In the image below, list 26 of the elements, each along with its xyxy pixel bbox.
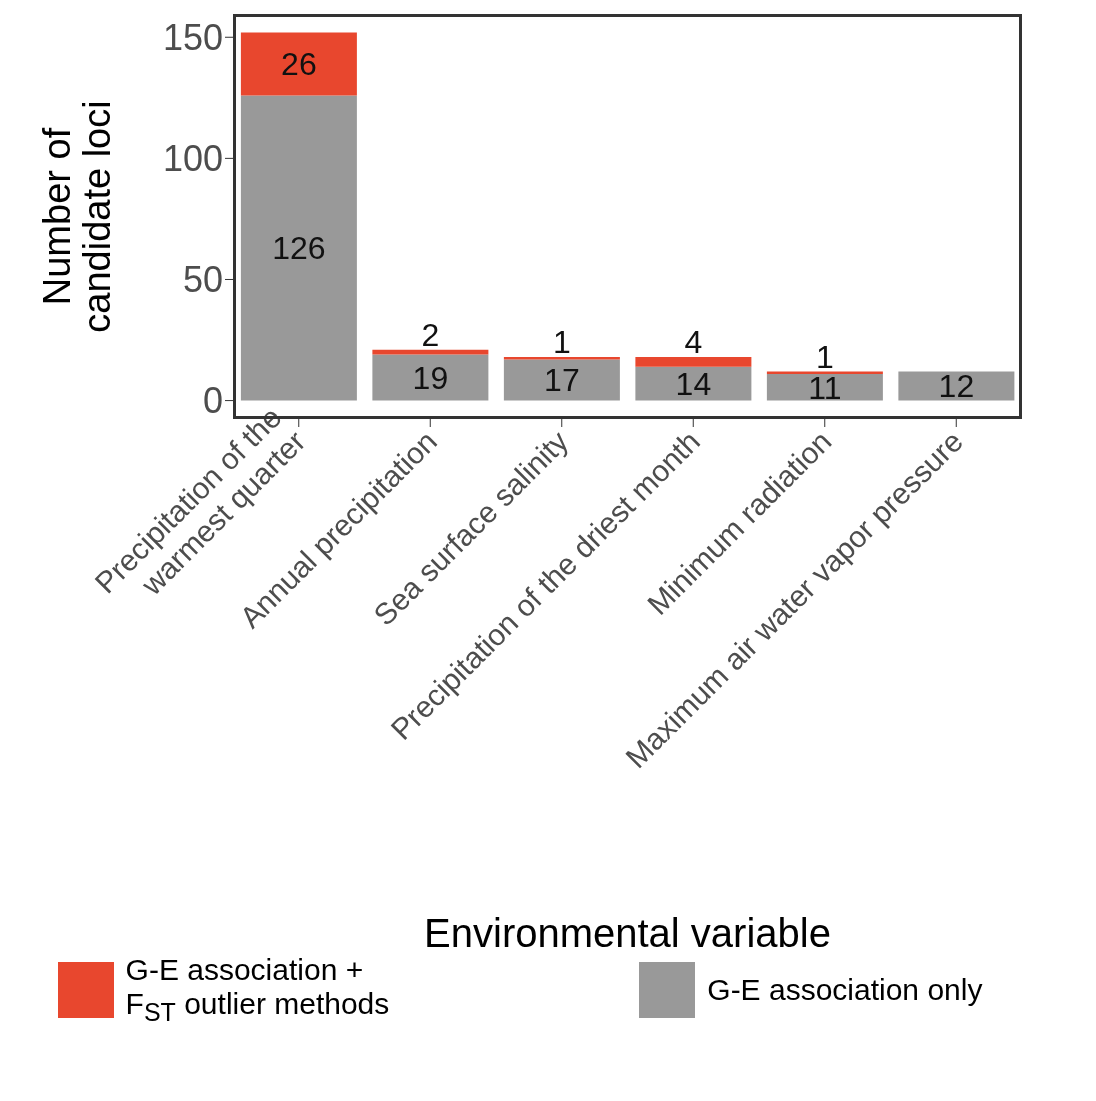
data-label: 26 [281, 46, 317, 83]
y-tick-label: 50 [182, 259, 223, 301]
bar [240, 95, 357, 401]
bar [766, 373, 883, 401]
y-tick-label: 100 [162, 138, 223, 180]
y-axis-title: Number of candidate loci [36, 100, 118, 333]
bar [503, 359, 620, 401]
y-tick-label: 0 [202, 380, 223, 422]
data-label: 1 [552, 323, 571, 360]
data-label: 12 [938, 368, 975, 405]
x-axis-title: Environmental variable [424, 911, 831, 955]
data-label: 2 [421, 316, 440, 353]
data-label: 19 [412, 359, 449, 396]
legend-label: G-E association + F$_{ST}$ outlier methods [125, 953, 390, 1027]
bar [372, 349, 489, 355]
bar [635, 356, 752, 367]
bar [240, 32, 357, 96]
bar [372, 354, 489, 401]
data-label: 126 [272, 230, 326, 267]
bar [898, 371, 1015, 401]
data-label: 14 [675, 366, 712, 402]
data-label: 17 [544, 362, 580, 399]
y-tick-label: 150 [162, 17, 223, 59]
legend-label: G-E association only [707, 973, 983, 1007]
data-label: 4 [684, 323, 703, 360]
bar [635, 366, 752, 401]
